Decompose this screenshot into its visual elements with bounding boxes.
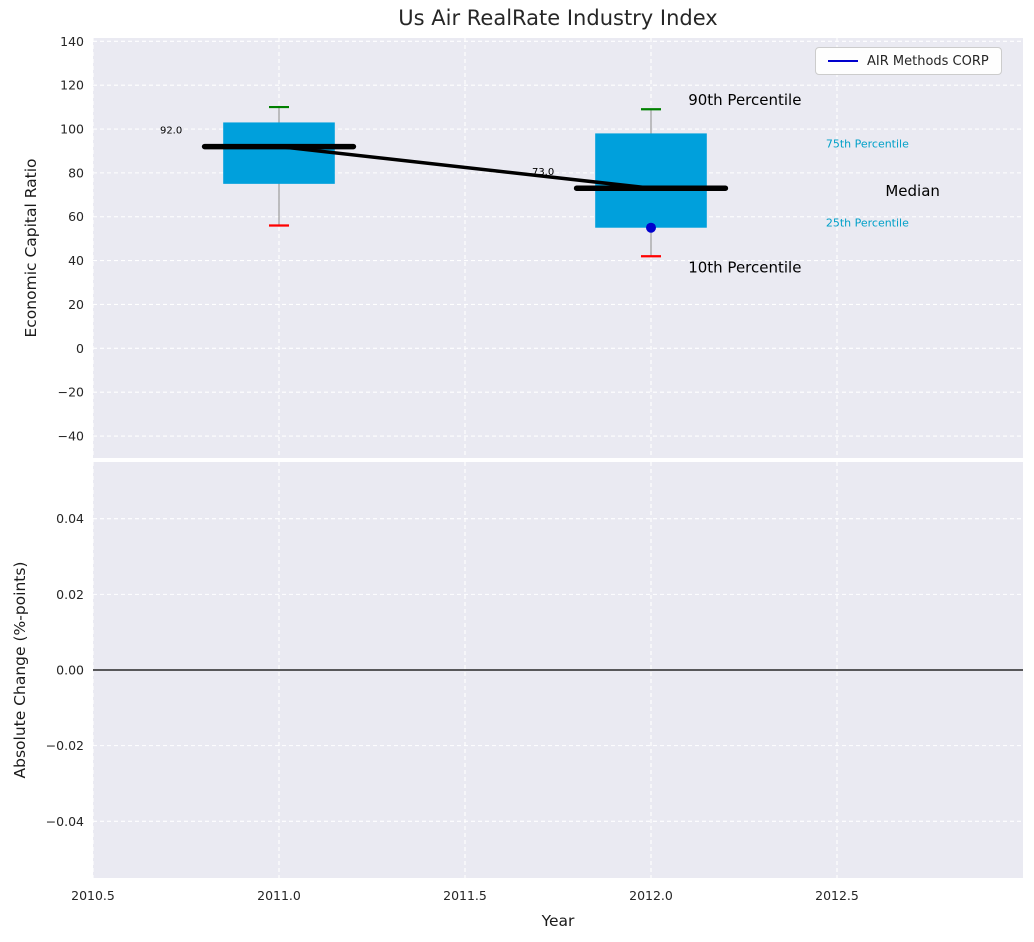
y-tick-label-top: 0: [76, 341, 84, 356]
median-value-label: 73.0: [532, 167, 554, 178]
median-connector-line: [278, 144, 652, 190]
legend-line-icon: [828, 60, 858, 62]
chart-title: Us Air RealRate Industry Index: [398, 6, 718, 30]
x-tick-label: 2012.5: [815, 888, 859, 903]
percentile-annotation: 90th Percentile: [688, 91, 801, 109]
y-tick-label-bottom: 0.04: [56, 511, 84, 526]
y-tick-label-top: −40: [58, 429, 84, 444]
percentile-annotation: Median: [885, 182, 940, 200]
x-tick-label: 2012.0: [629, 888, 673, 903]
y-tick-label-top: 20: [68, 297, 84, 312]
y-tick-label-top: −20: [58, 385, 84, 400]
y-tick-label-bottom: −0.04: [46, 814, 84, 829]
top-plot-background: [93, 38, 1023, 458]
y-tick-label-top: 100: [60, 122, 84, 137]
iqr-box: [595, 133, 707, 228]
company-data-point: [646, 222, 656, 233]
y-tick-label-bottom: 0.02: [56, 587, 84, 602]
x-axis-label: Year: [541, 912, 575, 930]
y-tick-label-bottom: −0.02: [46, 738, 84, 753]
median-value-label: 92.0: [160, 125, 182, 136]
percentile-annotation: 75th Percentile: [826, 138, 909, 151]
x-tick-label: 2010.5: [71, 888, 115, 903]
y-tick-label-top: 80: [68, 165, 84, 180]
x-tick-label: 2011.0: [257, 888, 301, 903]
percentile-annotation: 10th Percentile: [688, 259, 801, 277]
legend: AIR Methods CORP: [815, 47, 1002, 75]
percentile-annotation: 25th Percentile: [826, 217, 909, 230]
y-tick-label-bottom: 0.00: [56, 663, 84, 678]
legend-label: AIR Methods CORP: [867, 53, 989, 69]
iqr-box: [223, 122, 335, 184]
x-tick-label: 2011.5: [443, 888, 487, 903]
y-tick-label-top: 40: [68, 253, 84, 268]
y-tick-label-top: 140: [60, 34, 84, 49]
y-tick-label-top: 60: [68, 209, 84, 224]
y-tick-label-top: 120: [60, 78, 84, 93]
